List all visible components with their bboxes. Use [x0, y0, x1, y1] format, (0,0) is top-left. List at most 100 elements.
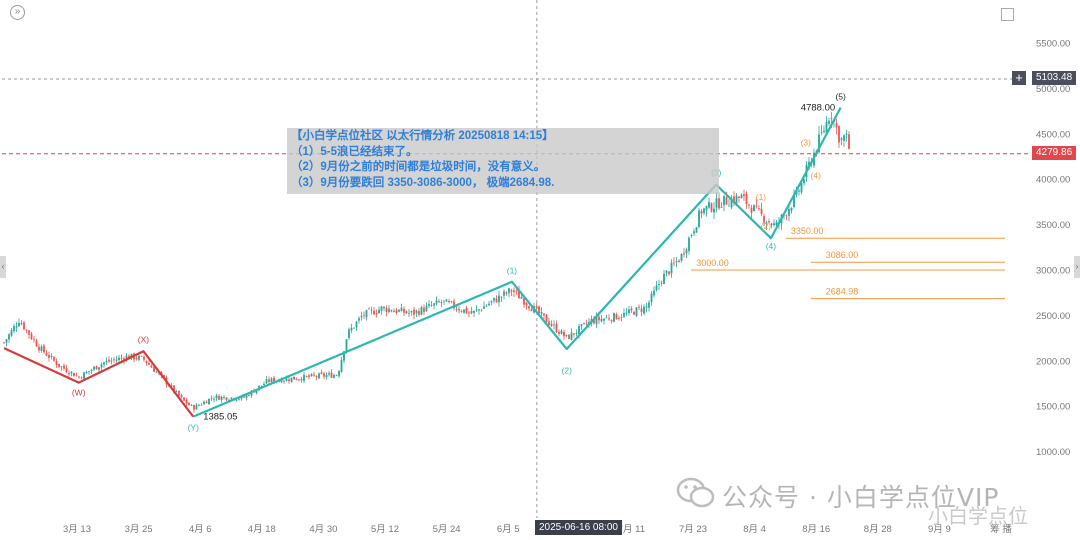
candle-body: [105, 360, 108, 363]
candle-body: [188, 402, 190, 406]
candle-body: [828, 120, 830, 124]
candle-body: [328, 373, 330, 375]
candle-body: [360, 316, 363, 318]
candle-body: [740, 195, 743, 199]
candle-body: [495, 298, 498, 303]
candle-body: [205, 401, 208, 404]
candle-body: [603, 318, 605, 321]
candle-body: [350, 327, 353, 331]
candle-body: [270, 378, 273, 382]
candle-body: [585, 323, 588, 325]
wave-label: (Y): [188, 423, 200, 433]
candle-body: [88, 371, 90, 373]
candle-body: [545, 314, 548, 323]
candle-body: [755, 205, 758, 207]
candle-body: [48, 355, 50, 358]
candle-body: [28, 330, 30, 335]
candle-body: [678, 260, 680, 263]
candle-body: [785, 215, 788, 217]
candle-body: [248, 395, 250, 396]
candle-body: [180, 395, 183, 398]
candle-body: [238, 398, 240, 400]
x-tick-label: 3月 13: [63, 524, 91, 535]
left-scroll-handle[interactable]: ‹: [0, 256, 6, 278]
candle-body: [790, 207, 793, 211]
candle-body: [515, 290, 518, 292]
candle-body: [315, 376, 318, 377]
wave-label: (W): [72, 387, 86, 397]
wave-label: (X): [138, 335, 150, 345]
candle-body: [488, 303, 490, 306]
candle-body: [695, 227, 698, 233]
candle-body: [375, 313, 378, 315]
candle-body: [78, 376, 80, 378]
chart-settings-icon[interactable]: »: [10, 5, 25, 20]
x-tick-label: 4月 6: [189, 524, 212, 535]
right-scroll-handle[interactable]: ›: [1074, 256, 1080, 278]
candle-body: [408, 312, 410, 314]
candle-body: [595, 316, 598, 325]
candle-body: [393, 311, 395, 313]
x-tick-label: 8月 16: [802, 524, 830, 535]
candle-body: [290, 377, 293, 383]
candle-body: [848, 134, 850, 150]
x-tick-label: 3月 25: [125, 524, 153, 535]
candle-body: [255, 389, 258, 394]
y-tick-label: 3500.00: [1036, 220, 1070, 231]
candle-body: [510, 290, 513, 292]
last-price-badge: 4279.86: [1032, 146, 1077, 160]
candle-body: [630, 308, 633, 311]
candle-body: [183, 397, 185, 401]
candle-body: [68, 373, 70, 375]
candle-body: [503, 291, 505, 296]
candle-body: [723, 195, 725, 206]
candle-body: [18, 322, 20, 327]
candle-body: [703, 208, 705, 214]
candle-body: [90, 369, 93, 371]
candle-body: [690, 235, 693, 236]
x-tick-label: 筹 播: [990, 523, 1012, 535]
candle-body: [8, 334, 10, 340]
candle-body: [410, 311, 413, 313]
candle-body: [225, 397, 228, 400]
candle-body: [343, 351, 345, 361]
candle-body: [555, 323, 558, 333]
candle-body: [170, 385, 173, 387]
candle-body: [190, 404, 193, 406]
candle-body: [665, 270, 668, 273]
candle-body: [708, 201, 710, 208]
analysis-note: 【小白学点位社区 以太行情分析 20250818 14:15】 （1）5-5浪已…: [287, 128, 719, 194]
candle-body: [365, 310, 368, 318]
candle-body: [623, 312, 625, 317]
y-tick-label: 5500.00: [1036, 39, 1070, 50]
candle-body: [818, 134, 820, 153]
candle-body: [765, 222, 768, 224]
candle-body: [430, 305, 433, 306]
candle-body: [598, 316, 600, 321]
add-alert-button[interactable]: +: [1012, 71, 1026, 85]
target-level-label: 2684.98: [826, 287, 859, 297]
candle-body: [208, 398, 210, 405]
candle-body: [405, 311, 408, 314]
candle-body: [320, 372, 323, 374]
candle-body: [313, 374, 315, 376]
fullscreen-icon[interactable]: [1001, 8, 1014, 21]
candle-body: [113, 359, 115, 361]
candle-body: [245, 395, 248, 398]
candle-body: [845, 134, 848, 135]
wave-label: (4): [811, 170, 822, 180]
x-tick-label: 7月 11: [618, 524, 645, 535]
price-label: 1385.05: [203, 412, 237, 423]
candle-body: [683, 253, 685, 255]
candle-body: [20, 322, 23, 325]
candle-body: [648, 302, 650, 308]
axes-layer: 1000.00 1500.00 2000.00 2500.00 3000.00 3500.…: [63, 39, 1070, 536]
candle-body: [395, 309, 398, 313]
candle-body: [628, 309, 630, 314]
candle-body: [100, 364, 103, 368]
crosshair-time-badge: 2025-06-16 08:00: [535, 520, 622, 535]
candle-body: [178, 390, 180, 396]
candle-body: [570, 332, 573, 340]
